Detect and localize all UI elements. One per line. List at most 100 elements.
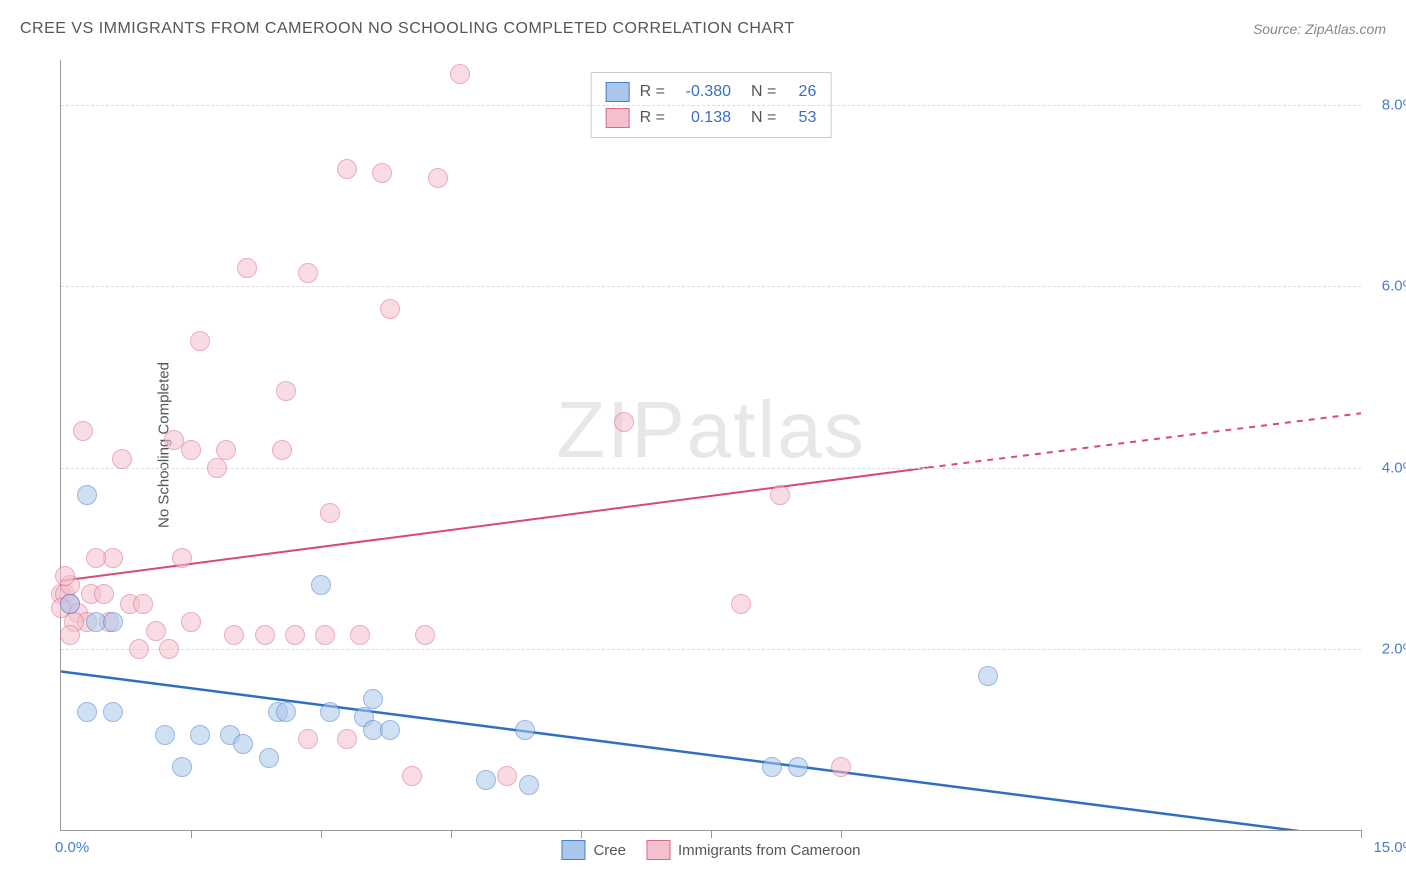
data-point bbox=[77, 485, 97, 505]
data-point bbox=[55, 566, 75, 586]
chart-title: CREE VS IMMIGRANTS FROM CAMEROON NO SCHO… bbox=[20, 20, 795, 38]
legend-label: Cree bbox=[593, 842, 626, 859]
y-tick-label: 6.0% bbox=[1382, 278, 1406, 295]
x-tick bbox=[321, 830, 322, 838]
data-point bbox=[146, 621, 166, 641]
x-tick bbox=[581, 830, 582, 838]
data-point bbox=[402, 766, 422, 786]
data-point bbox=[315, 625, 335, 645]
data-point bbox=[155, 725, 175, 745]
data-point bbox=[731, 594, 751, 614]
stat-n-label: N = bbox=[751, 105, 776, 131]
stat-r-label: R = bbox=[640, 105, 665, 131]
data-point bbox=[978, 666, 998, 686]
data-point bbox=[77, 702, 97, 722]
trend-line bbox=[928, 413, 1361, 467]
watermark-rest: atlas bbox=[687, 385, 866, 474]
y-tick-label: 2.0% bbox=[1382, 640, 1406, 657]
data-point bbox=[276, 702, 296, 722]
data-point bbox=[337, 729, 357, 749]
data-point bbox=[285, 625, 305, 645]
data-point bbox=[788, 757, 808, 777]
stat-r-value: -0.380 bbox=[675, 79, 731, 105]
data-point bbox=[497, 766, 517, 786]
y-tick-label: 4.0% bbox=[1382, 459, 1406, 476]
data-point bbox=[172, 548, 192, 568]
stats-legend-row: R =-0.380N =26 bbox=[606, 79, 817, 105]
x-tick bbox=[711, 830, 712, 838]
gridline bbox=[61, 105, 1361, 106]
x-tick bbox=[191, 830, 192, 838]
gridline bbox=[61, 286, 1361, 287]
stat-r-label: R = bbox=[640, 79, 665, 105]
data-point bbox=[94, 584, 114, 604]
plot-area: No Schooling Completed ZIPatlas R =-0.38… bbox=[60, 60, 1361, 831]
source-prefix: Source: bbox=[1253, 21, 1305, 37]
x-tick bbox=[451, 830, 452, 838]
stats-legend-row: R = 0.138 N = 53 bbox=[606, 105, 817, 131]
stat-n-value: 53 bbox=[786, 105, 816, 131]
data-point bbox=[380, 720, 400, 740]
legend-swatch bbox=[606, 108, 630, 128]
gridline bbox=[61, 468, 1361, 469]
gridline bbox=[61, 649, 1361, 650]
data-point bbox=[320, 503, 340, 523]
data-point bbox=[515, 720, 535, 740]
trend-lines bbox=[61, 60, 1361, 830]
legend-item: Cree bbox=[561, 840, 626, 860]
data-point bbox=[259, 748, 279, 768]
data-point bbox=[129, 639, 149, 659]
data-point bbox=[216, 440, 236, 460]
data-point bbox=[181, 612, 201, 632]
data-point bbox=[372, 163, 392, 183]
y-tick-label: 8.0% bbox=[1382, 97, 1406, 114]
data-point bbox=[73, 421, 93, 441]
data-point bbox=[415, 625, 435, 645]
data-point bbox=[172, 757, 192, 777]
series-legend: Cree Immigrants from Cameroon bbox=[561, 840, 860, 860]
data-point bbox=[103, 702, 123, 722]
watermark-logo: ZIPatlas bbox=[556, 384, 865, 476]
trend-line bbox=[61, 468, 928, 581]
x-axis-min-label: 0.0% bbox=[55, 839, 89, 856]
data-point bbox=[831, 757, 851, 777]
data-point bbox=[614, 412, 634, 432]
data-point bbox=[237, 258, 257, 278]
x-axis-max-label: 15.0% bbox=[1373, 839, 1406, 856]
legend-swatch bbox=[646, 840, 670, 860]
data-point bbox=[276, 381, 296, 401]
data-point bbox=[190, 331, 210, 351]
data-point bbox=[60, 594, 80, 614]
data-point bbox=[428, 168, 448, 188]
data-point bbox=[207, 458, 227, 478]
data-point bbox=[770, 485, 790, 505]
data-point bbox=[112, 449, 132, 469]
data-point bbox=[298, 729, 318, 749]
data-point bbox=[519, 775, 539, 795]
stat-r-value: 0.138 bbox=[675, 105, 731, 131]
data-point bbox=[363, 689, 383, 709]
data-point bbox=[320, 702, 340, 722]
data-point bbox=[233, 734, 253, 754]
data-point bbox=[450, 64, 470, 84]
data-point bbox=[190, 725, 210, 745]
source-name: ZipAtlas.com bbox=[1305, 21, 1386, 37]
source-credit: Source: ZipAtlas.com bbox=[1253, 21, 1386, 37]
x-tick bbox=[1361, 830, 1362, 838]
data-point bbox=[159, 639, 179, 659]
data-point bbox=[133, 594, 153, 614]
trend-line bbox=[61, 671, 1361, 830]
data-point bbox=[60, 625, 80, 645]
stat-n-label: N = bbox=[751, 79, 776, 105]
data-point bbox=[476, 770, 496, 790]
data-point bbox=[311, 575, 331, 595]
legend-item: Immigrants from Cameroon bbox=[646, 840, 861, 860]
data-point bbox=[86, 548, 106, 568]
data-point bbox=[103, 612, 123, 632]
legend-swatch bbox=[561, 840, 585, 860]
data-point bbox=[350, 625, 370, 645]
data-point bbox=[224, 625, 244, 645]
legend-swatch bbox=[606, 82, 630, 102]
data-point bbox=[380, 299, 400, 319]
data-point bbox=[255, 625, 275, 645]
